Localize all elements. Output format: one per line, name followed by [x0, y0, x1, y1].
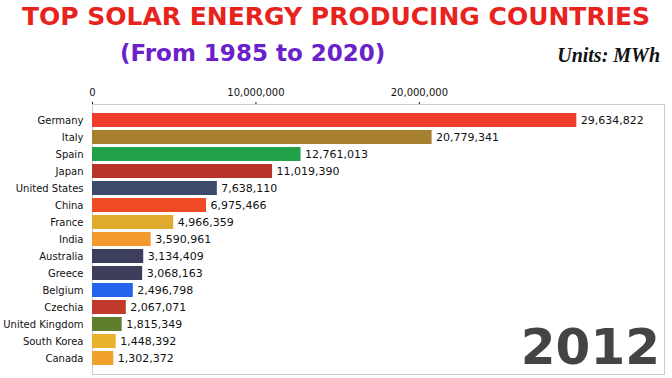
- svg-text:Italy: Italy: [62, 132, 84, 143]
- svg-text:1,815,349: 1,815,349: [126, 318, 182, 331]
- svg-text:10,000,000: 10,000,000: [227, 87, 284, 98]
- svg-text:12,761,013: 12,761,013: [305, 148, 368, 161]
- html-text:Units: MWh: Units: MWh: [557, 44, 660, 66]
- svg-text:0: 0: [89, 87, 95, 98]
- svg-text:Japan: Japan: [55, 166, 84, 177]
- svg-text:20,779,341: 20,779,341: [436, 131, 499, 144]
- svg-text:United Kingdom: United Kingdom: [3, 319, 83, 330]
- html-text:(From 1985 to 2020): (From 1985 to 2020): [120, 40, 386, 66]
- html-text:2012: 2012: [520, 318, 660, 376]
- svg-text:6,975,466: 6,975,466: [210, 199, 266, 212]
- svg-text:India: India: [59, 234, 84, 245]
- svg-text:Germany: Germany: [38, 115, 84, 126]
- svg-text:Czechia: Czechia: [44, 302, 83, 313]
- svg-text:Belgium: Belgium: [43, 285, 84, 296]
- svg-text:France: France: [50, 217, 83, 228]
- svg-text:3,134,409: 3,134,409: [148, 250, 204, 263]
- svg-text:2,067,071: 2,067,071: [130, 301, 186, 314]
- svg-text:Spain: Spain: [56, 149, 84, 160]
- html-text:TOP SOLAR ENERGY PRODUCING COU: TOP SOLAR ENERGY PRODUCING COUNTRIES: [21, 2, 651, 31]
- svg-text:7,638,110: 7,638,110: [221, 182, 277, 195]
- svg-text:South Korea: South Korea: [23, 336, 84, 347]
- svg-text:China: China: [55, 200, 84, 211]
- svg-text:3,068,163: 3,068,163: [147, 267, 203, 280]
- svg-text:Canada: Canada: [45, 353, 83, 364]
- svg-text:United States: United States: [16, 183, 84, 194]
- svg-text:3,590,961: 3,590,961: [155, 233, 211, 246]
- svg-text:29,634,822: 29,634,822: [581, 114, 644, 127]
- svg-text:4,966,359: 4,966,359: [178, 216, 234, 229]
- svg-text:Greece: Greece: [48, 268, 84, 279]
- svg-text:20,000,000: 20,000,000: [391, 87, 448, 98]
- svg-text:2,496,798: 2,496,798: [137, 284, 193, 297]
- svg-text:Australia: Australia: [39, 251, 83, 262]
- svg-text:11,019,390: 11,019,390: [277, 165, 340, 178]
- svg-text:1,302,372: 1,302,372: [118, 352, 174, 365]
- svg-text:1,448,392: 1,448,392: [120, 335, 176, 348]
